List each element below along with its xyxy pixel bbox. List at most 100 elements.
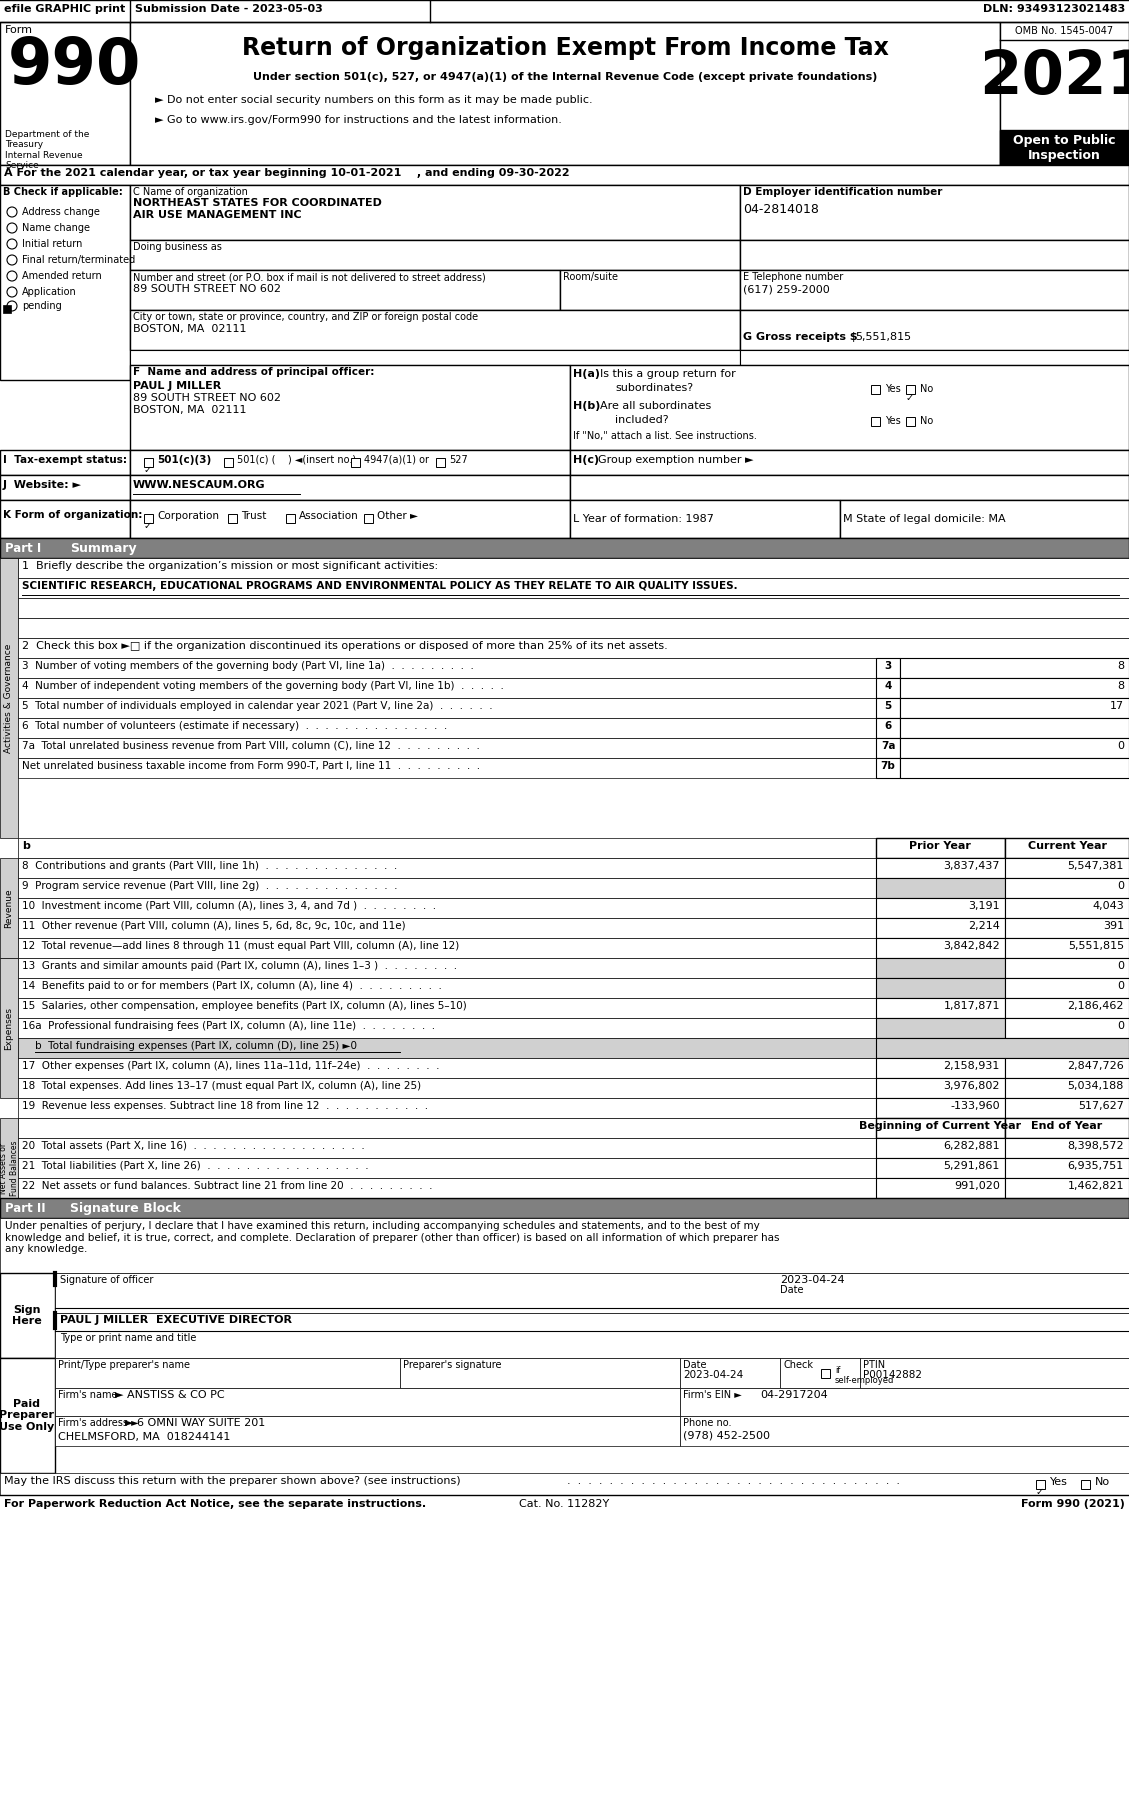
- Text: 527: 527: [449, 455, 467, 464]
- Text: Under penalties of perjury, I declare that I have examined this return, includin: Under penalties of perjury, I declare th…: [5, 1221, 779, 1253]
- Text: Corporation: Corporation: [157, 512, 219, 521]
- Text: K Form of organization:: K Form of organization:: [3, 510, 142, 521]
- Bar: [739, 310, 1129, 350]
- Text: ► Go to www.irs.gov/Form990 for instructions and the latest information.: ► Go to www.irs.gov/Form990 for instruct…: [155, 114, 562, 125]
- Bar: [876, 658, 900, 678]
- Text: Beginning of Current Year: Beginning of Current Year: [859, 1121, 1022, 1130]
- Text: PAUL J MILLER  EXECUTIVE DIRECTOR: PAUL J MILLER EXECUTIVE DIRECTOR: [60, 1315, 292, 1324]
- Text: ✓: ✓: [905, 392, 914, 403]
- Text: 6: 6: [884, 720, 892, 731]
- Text: subordinates?: subordinates?: [615, 383, 693, 394]
- Bar: [0, 475, 130, 501]
- Bar: [1005, 918, 1129, 938]
- Bar: [130, 310, 739, 350]
- Text: Open to Public
Inspection: Open to Public Inspection: [1013, 134, 1115, 161]
- Bar: [560, 270, 739, 310]
- Text: ► 6 OMNI WAY SUITE 201: ► 6 OMNI WAY SUITE 201: [125, 1419, 265, 1428]
- Bar: [55, 1359, 400, 1388]
- Text: 0: 0: [1117, 882, 1124, 891]
- Bar: [876, 978, 1005, 998]
- Text: included?: included?: [615, 415, 668, 424]
- Text: efile GRAPHIC print: efile GRAPHIC print: [5, 4, 125, 15]
- Text: 7a  Total unrelated business revenue from Part VIII, column (C), line 12  .  .  : 7a Total unrelated business revenue from…: [21, 740, 480, 751]
- Text: Association: Association: [299, 512, 359, 521]
- Bar: [3, 305, 11, 314]
- Text: 9  Program service revenue (Part VIII, line 2g)  .  .  .  .  .  .  .  .  .  .  .: 9 Program service revenue (Part VIII, li…: [21, 882, 397, 891]
- Bar: [876, 1097, 1005, 1117]
- Text: Yes: Yes: [1050, 1477, 1068, 1487]
- Text: Final return/terminated: Final return/terminated: [21, 256, 135, 265]
- Text: 2  Check this box ►□ if the organization discontinued its operations or disposed: 2 Check this box ►□ if the organization …: [21, 640, 667, 651]
- Bar: [821, 1368, 830, 1377]
- Text: May the IRS discuss this return with the preparer shown above? (see instructions: May the IRS discuss this return with the…: [5, 1477, 461, 1486]
- Bar: [680, 1417, 1129, 1446]
- Bar: [876, 1038, 1129, 1058]
- Bar: [18, 639, 1129, 658]
- Bar: [143, 513, 152, 522]
- Text: (617) 259-2000: (617) 259-2000: [743, 285, 830, 294]
- Bar: [739, 270, 1129, 310]
- Bar: [18, 1097, 876, 1117]
- Text: No: No: [1095, 1477, 1110, 1487]
- Text: WWW.NESCAUM.ORG: WWW.NESCAUM.ORG: [133, 481, 265, 490]
- Bar: [900, 698, 1129, 718]
- Text: BOSTON, MA  02111: BOSTON, MA 02111: [133, 325, 246, 334]
- Text: Department of the
Treasury
Internal Revenue
Service: Department of the Treasury Internal Reve…: [5, 131, 89, 171]
- Text: 5,034,188: 5,034,188: [1068, 1081, 1124, 1090]
- Text: Date: Date: [780, 1284, 804, 1295]
- Bar: [0, 1495, 1129, 1517]
- Text: H(c): H(c): [574, 455, 599, 464]
- Text: 3,842,842: 3,842,842: [943, 941, 1000, 951]
- Text: Amended return: Amended return: [21, 270, 102, 281]
- Text: 8: 8: [1117, 680, 1124, 691]
- Text: Signature of officer: Signature of officer: [60, 1275, 154, 1284]
- Text: Preparer's signature: Preparer's signature: [403, 1360, 501, 1370]
- Bar: [905, 385, 914, 394]
- Bar: [739, 350, 1129, 365]
- Text: A For the 2021 calendar year, or tax year beginning 10-01-2021    , and ending 0: A For the 2021 calendar year, or tax yea…: [5, 169, 570, 178]
- Bar: [0, 1473, 1129, 1495]
- Bar: [18, 978, 876, 998]
- Text: 17  Other expenses (Part IX, column (A), lines 11a–11d, 11f–24e)  .  .  .  .  . : 17 Other expenses (Part IX, column (A), …: [21, 1061, 439, 1070]
- Text: 21  Total liabilities (Part X, line 26)  .  .  .  .  .  .  .  .  .  .  .  .  .  : 21 Total liabilities (Part X, line 26) .…: [21, 1161, 369, 1172]
- Bar: [224, 457, 233, 466]
- Bar: [876, 898, 1005, 918]
- Bar: [876, 678, 900, 698]
- Bar: [228, 513, 236, 522]
- Text: Firm's EIN ►: Firm's EIN ►: [683, 1390, 742, 1400]
- Text: 3,191: 3,191: [969, 902, 1000, 911]
- Text: ► Do not enter social security numbers on this form as it may be made public.: ► Do not enter social security numbers o…: [155, 94, 593, 105]
- Bar: [876, 1018, 1005, 1038]
- Bar: [0, 1217, 1129, 1273]
- Text: Is this a group return for: Is this a group return for: [599, 368, 736, 379]
- Text: 89 SOUTH STREET NO 602: 89 SOUTH STREET NO 602: [133, 394, 281, 403]
- Text: D Employer identification number: D Employer identification number: [743, 187, 943, 198]
- Bar: [680, 1388, 1129, 1417]
- Bar: [900, 678, 1129, 698]
- Bar: [55, 1273, 1129, 1313]
- Text: 18  Total expenses. Add lines 13–17 (must equal Part IX, column (A), line 25): 18 Total expenses. Add lines 13–17 (must…: [21, 1081, 421, 1090]
- Bar: [1005, 878, 1129, 898]
- Text: 2023-04-24: 2023-04-24: [780, 1275, 844, 1284]
- Text: 04-2917204: 04-2917204: [760, 1390, 828, 1400]
- Text: Doing business as: Doing business as: [133, 241, 222, 252]
- Bar: [1005, 1078, 1129, 1097]
- Text: Phone no.: Phone no.: [683, 1419, 732, 1428]
- Bar: [0, 1117, 18, 1217]
- Text: City or town, state or province, country, and ZIP or foreign postal code: City or town, state or province, country…: [133, 312, 478, 323]
- Text: End of Year: End of Year: [1032, 1121, 1103, 1130]
- Bar: [0, 958, 18, 1097]
- Text: No: No: [920, 385, 934, 394]
- Text: 1,462,821: 1,462,821: [1068, 1181, 1124, 1192]
- Bar: [1000, 22, 1129, 165]
- Bar: [1080, 1480, 1089, 1489]
- Text: Yes: Yes: [885, 415, 901, 426]
- Text: 1  Briefly describe the organization’s mission or most significant activities:: 1 Briefly describe the organization’s mi…: [21, 561, 438, 571]
- Text: ► ANSTISS & CO PC: ► ANSTISS & CO PC: [115, 1390, 225, 1400]
- Text: Type or print name and title: Type or print name and title: [60, 1333, 196, 1342]
- Bar: [876, 938, 1005, 958]
- Text: 8,398,572: 8,398,572: [1067, 1141, 1124, 1152]
- Text: No: No: [920, 415, 934, 426]
- Text: If "No," attach a list. See instructions.: If "No," attach a list. See instructions…: [574, 432, 756, 441]
- Text: Yes: Yes: [885, 385, 901, 394]
